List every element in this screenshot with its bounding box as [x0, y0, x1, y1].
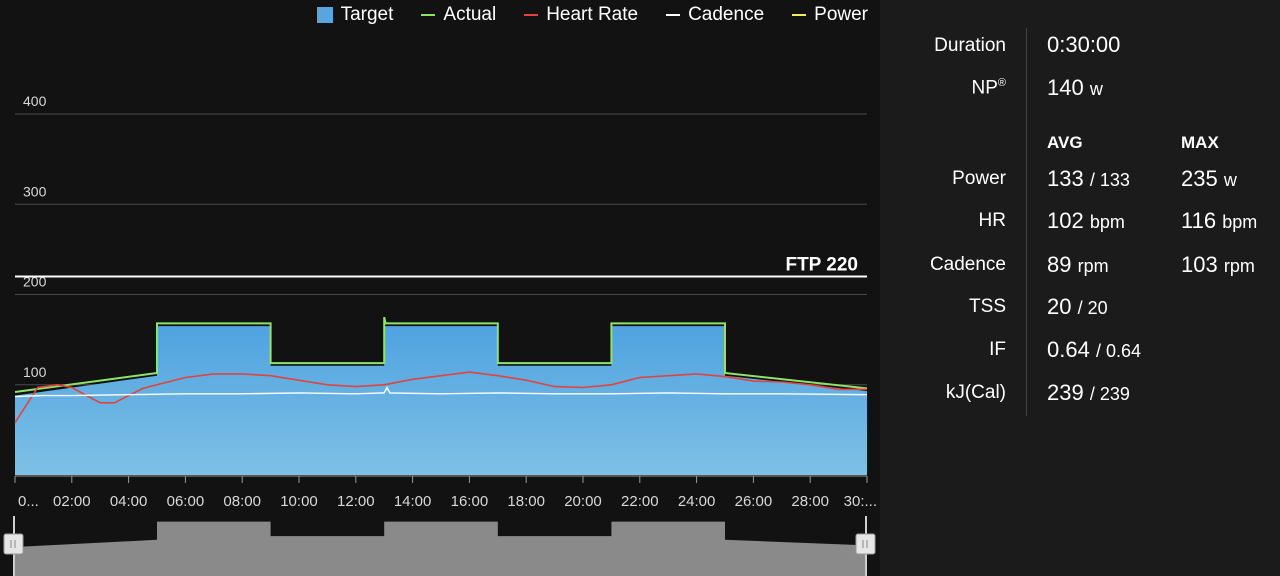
power-max-number: 235 [1181, 166, 1218, 191]
kj-avg-number: 239 [1047, 380, 1084, 405]
legend-item-power[interactable]: Power [792, 4, 868, 26]
cadence-max-number: 103 [1181, 252, 1218, 277]
duration-label: Duration [934, 35, 1006, 56]
x-tick-label: 02:00 [53, 493, 91, 510]
actual-power-line [14, 316, 868, 393]
kj-avg-extra: / 239 [1089, 384, 1130, 404]
x-tick-label: 30:... [844, 493, 877, 510]
y-tick-label: 400 [23, 93, 47, 109]
x-tick-label: 24:00 [678, 493, 716, 510]
x-tick-label: 18:00 [507, 493, 545, 510]
workout-chart: 100 200 300 400 FTP 220 0... 02:00 04:00 06:00 0… [3, 93, 877, 576]
tss-avg: 20 / 20 [1047, 294, 1108, 320]
legend-label-cadence: Cadence [688, 4, 765, 25]
cadence-avg-number: 89 [1047, 252, 1072, 277]
x-tick-label: 20:00 [564, 493, 602, 510]
hr-avg-unit: bpm [1089, 212, 1125, 232]
cadence-avg: 89 rpm [1047, 252, 1109, 278]
max-header: MAX [1181, 133, 1219, 152]
kj-label: kJ(Cal) [945, 382, 1006, 403]
x-tick-label: 08:00 [223, 493, 261, 510]
if-avg: 0.64 / 0.64 [1047, 337, 1141, 363]
ftp-label: FTP 220 [785, 254, 858, 275]
x-tick-label: 04:00 [110, 493, 148, 510]
legend-swatch-heart-rate [524, 14, 539, 16]
y-tick-label: 300 [23, 183, 47, 199]
y-tick-label: 100 [23, 364, 47, 380]
stats-divider [1026, 28, 1027, 416]
legend-label-heart-rate: Heart Rate [546, 4, 639, 25]
power-label: Power [952, 168, 1006, 189]
x-tick-label: 22:00 [621, 493, 659, 510]
if-avg-extra: / 0.64 [1095, 341, 1141, 361]
y-tick-label: 200 [23, 274, 47, 290]
overview-left-handle[interactable] [3, 533, 24, 555]
legend-swatch-cadence [666, 14, 681, 16]
stats-panel: Duration 0:30:00 NP® 140 w AVG MAX Power… [880, 0, 1280, 576]
avg-header: AVG [1047, 133, 1083, 152]
legend-swatch-actual [421, 14, 436, 16]
legend-item-target[interactable]: Target [316, 4, 394, 26]
if-avg-number: 0.64 [1047, 337, 1090, 362]
if-label: IF [989, 339, 1006, 360]
tss-label: TSS [969, 296, 1006, 317]
chart-panel: 100 200 300 400 FTP 220 0... 02:00 04:00 06:00 0… [3, 4, 877, 576]
cadence-label: Cadence [929, 254, 1006, 275]
x-tick-label: 28:00 [791, 493, 829, 510]
cadence-line [14, 386, 868, 398]
legend-item-cadence[interactable]: Cadence [666, 4, 764, 26]
x-tick-label: 06:00 [167, 493, 205, 510]
legend-swatch-power [792, 14, 807, 16]
legend-label-target: Target [340, 4, 394, 25]
legend-item-heart-rate[interactable]: Heart Rate [524, 4, 638, 26]
hr-max-number: 116 [1181, 208, 1217, 233]
legend-swatch-target [316, 7, 333, 23]
np-registered-symbol: ® [997, 77, 1006, 89]
target-area [15, 326, 867, 475]
power-max: 235 w [1181, 166, 1237, 192]
hr-max: 116 bpm [1181, 208, 1257, 234]
np-label-text: NP [971, 77, 998, 99]
cadence-max-unit: rpm [1223, 256, 1255, 276]
np-label: NP® [971, 77, 1006, 99]
power-avg: 133 / 133 [1047, 166, 1130, 192]
x-tick-label: 10:00 [280, 493, 318, 510]
legend-label-actual: Actual [443, 4, 497, 25]
overview-right-handle[interactable] [855, 533, 876, 555]
legend-label-power: Power [814, 4, 868, 25]
heart-rate-line [14, 371, 867, 424]
tss-avg-extra: / 20 [1077, 298, 1108, 318]
np-number: 140 [1047, 75, 1084, 100]
x-tick-label: 16:00 [451, 493, 489, 510]
legend-item-actual[interactable]: Actual [421, 4, 496, 26]
hr-max-unit: bpm [1222, 212, 1258, 232]
chart-legend: Target Actual Heart Rate Cadence Power [316, 4, 868, 26]
np-value: 140 w [1047, 75, 1103, 101]
x-tick-label: 26:00 [735, 493, 773, 510]
power-max-unit: w [1223, 170, 1237, 190]
hr-label: HR [978, 210, 1006, 231]
hr-avg-number: 102 [1047, 208, 1084, 233]
hr-avg: 102 bpm [1047, 208, 1125, 234]
overview-profile [15, 521, 867, 576]
np-unit: w [1089, 79, 1103, 99]
power-avg-number: 133 [1047, 166, 1084, 191]
tss-avg-number: 20 [1047, 294, 1072, 319]
cadence-max: 103 rpm [1181, 252, 1255, 278]
x-tick-label: 12:00 [337, 493, 375, 510]
duration-value: 0:30:00 [1047, 32, 1121, 57]
x-tick-label: 14:00 [394, 493, 432, 510]
power-avg-extra: / 133 [1089, 170, 1130, 190]
cadence-avg-unit: rpm [1077, 256, 1109, 276]
kj-avg: 239 / 239 [1047, 380, 1130, 406]
x-tick-label: 0... [18, 493, 39, 510]
